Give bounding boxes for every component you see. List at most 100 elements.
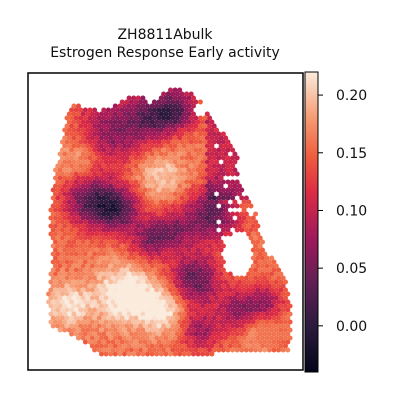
spot <box>151 155 157 161</box>
spot <box>154 295 160 301</box>
spot <box>131 327 137 333</box>
spot <box>71 263 77 269</box>
spot <box>239 283 245 289</box>
spot <box>200 311 206 317</box>
spot <box>117 159 123 165</box>
spot <box>193 163 199 169</box>
spot <box>248 339 254 345</box>
spot <box>82 291 88 297</box>
spot <box>209 191 215 197</box>
spot <box>85 135 91 141</box>
spot <box>257 347 263 353</box>
spot <box>186 207 192 213</box>
spot <box>179 123 185 129</box>
spot <box>69 251 75 257</box>
spot <box>246 199 252 205</box>
spot <box>243 339 249 345</box>
spot <box>158 199 164 205</box>
spot <box>73 203 79 209</box>
spot <box>119 163 125 169</box>
spot <box>128 171 134 177</box>
spot <box>69 147 75 153</box>
spot <box>149 311 155 317</box>
spot <box>200 271 206 277</box>
spot <box>92 339 98 345</box>
spot <box>145 183 150 189</box>
spot <box>64 235 70 241</box>
spot <box>184 339 190 345</box>
spot <box>50 235 56 241</box>
spot <box>163 303 169 309</box>
spot <box>50 203 56 209</box>
spot <box>122 255 127 261</box>
spot <box>124 323 130 329</box>
spot <box>64 203 70 209</box>
spot <box>230 179 236 185</box>
spot <box>230 171 236 177</box>
spot <box>133 155 139 161</box>
spot <box>216 267 222 273</box>
spot <box>271 307 277 313</box>
spot <box>181 327 187 333</box>
spot <box>188 347 194 353</box>
spot <box>80 207 86 213</box>
spot <box>260 335 265 341</box>
spot <box>276 283 282 289</box>
spot <box>250 327 256 333</box>
spot <box>145 103 150 109</box>
spot <box>161 347 167 353</box>
spot <box>188 243 194 249</box>
spot <box>271 347 277 353</box>
spot <box>110 339 116 345</box>
spot <box>202 283 208 289</box>
spot <box>174 323 180 329</box>
spot <box>163 335 169 341</box>
spot <box>202 331 208 337</box>
spot <box>250 279 256 285</box>
spot <box>216 147 222 153</box>
spot <box>165 179 171 185</box>
spot <box>253 331 259 337</box>
spot <box>59 259 65 265</box>
spot <box>103 119 109 125</box>
spot <box>172 255 178 261</box>
spot <box>225 219 231 225</box>
spot <box>66 207 72 213</box>
spot <box>53 295 58 301</box>
spot <box>94 183 100 189</box>
spot <box>108 335 114 341</box>
spot <box>165 331 171 337</box>
spot <box>195 159 201 165</box>
spot <box>186 215 192 221</box>
spot <box>128 147 134 153</box>
spot <box>266 339 272 345</box>
spot <box>147 155 153 161</box>
spot <box>216 259 222 265</box>
spot <box>179 259 185 265</box>
spot <box>207 339 213 345</box>
spot <box>239 195 245 201</box>
spot <box>216 211 222 217</box>
spot <box>177 103 183 109</box>
spot <box>184 195 190 201</box>
spot <box>163 175 169 181</box>
spot <box>62 303 68 309</box>
spot <box>172 311 178 317</box>
spot <box>59 251 65 257</box>
spot <box>264 287 270 293</box>
spot <box>59 299 65 305</box>
spot <box>126 207 132 213</box>
spot <box>204 255 210 261</box>
spot <box>135 335 141 341</box>
spot <box>230 339 236 345</box>
spot <box>117 199 123 205</box>
spot <box>108 319 114 325</box>
spot <box>218 287 224 293</box>
spot <box>66 311 72 317</box>
spot <box>260 319 265 325</box>
spot <box>103 263 109 269</box>
spot <box>145 327 150 333</box>
spot <box>57 223 63 229</box>
spot <box>170 243 176 249</box>
